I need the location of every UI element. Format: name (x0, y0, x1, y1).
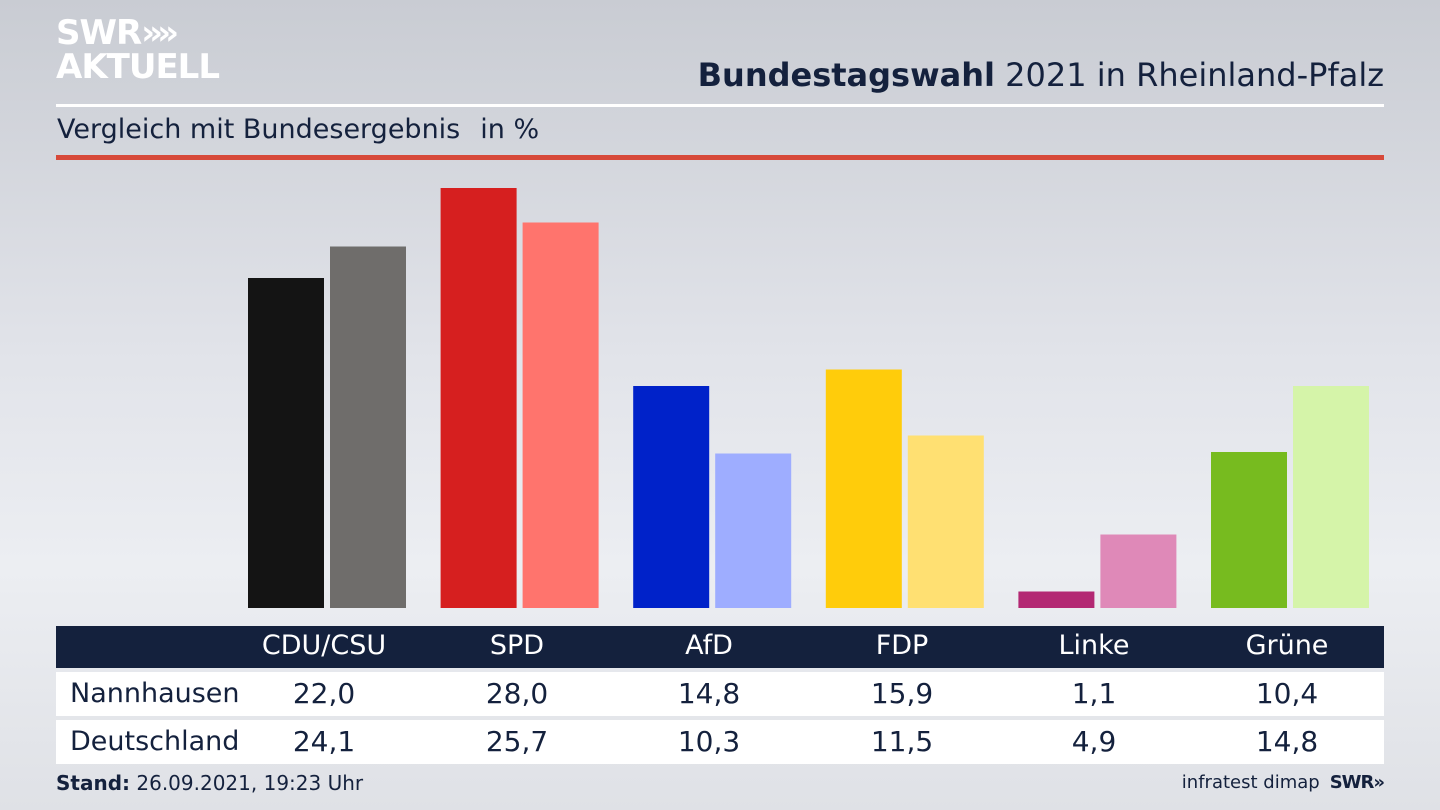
row-label: Nannhausen (70, 678, 240, 709)
swr-small-logo: SWR» (1329, 772, 1385, 793)
bar-cdu-csu-deutschland (330, 246, 406, 608)
bar-grüne-nannhausen (1211, 452, 1287, 608)
table-cell: 10,3 (677, 725, 741, 758)
results-table: CDU/CSU SPD AfD FDP Linke Grüne Nannhaus… (56, 626, 1384, 764)
table-header-cell: CDU/CSU (261, 630, 387, 661)
timestamp: Stand: 26.09.2021, 19:23 Uhr (56, 771, 363, 795)
table-header-cell: FDP (875, 630, 929, 661)
table-row: Deutschland 24,1 25,7 10,3 11,5 4,9 14,8 (56, 720, 1384, 764)
subtitle-divider (56, 155, 1384, 160)
bar-grüne-deutschland (1293, 386, 1369, 608)
table-cell: 4,9 (1071, 725, 1117, 758)
table-header-cell: AfD (685, 630, 733, 661)
table-cell: 14,8 (1255, 725, 1319, 758)
bar-afd-nannhausen (633, 386, 710, 608)
table-header-cell: SPD (489, 630, 545, 661)
table-header-cell: Grüne (1245, 630, 1329, 661)
unit-label: in % (480, 114, 540, 145)
stand-label: Stand: (56, 771, 131, 795)
bar-cdu-csu-nannhausen (248, 278, 324, 608)
table-header-row: CDU/CSU SPD AfD FDP Linke Grüne (56, 626, 1384, 668)
table-row: Nannhausen 22,0 28,0 14,8 15,9 1,1 10,4 (56, 672, 1384, 716)
logo-swr: SWR (56, 13, 142, 53)
bar-linke-deutschland (1100, 534, 1177, 608)
chart-subtitle: Vergleich mit Bundesergebnis in % (57, 114, 539, 145)
bar-fdp-deutschland (907, 435, 984, 608)
stand-value: 26.09.2021, 19:23 Uhr (130, 771, 364, 795)
chart-title-bold: Bundestagswahl (697, 56, 995, 94)
bar-spd-deutschland (522, 222, 599, 608)
table-cell: 11,5 (870, 725, 934, 758)
table-header-cell: Linke (1058, 630, 1130, 661)
chart-title-rest: 2021 in Rheinland-Pfalz (995, 56, 1384, 94)
table-cell: 1,1 (1071, 677, 1117, 710)
table-cell: 15,9 (870, 677, 934, 710)
swr-aktuell-logo: SWR»» AKTUELL (56, 13, 220, 87)
table-cell: 10,4 (1255, 677, 1319, 710)
logo-aktuell: AKTUELL (56, 47, 220, 87)
bar-linke-nannhausen (1018, 591, 1095, 608)
source-credit: infratest dimap SWR» (1181, 772, 1385, 793)
source-text: infratest dimap (1181, 772, 1320, 793)
row-label: Deutschland (70, 726, 240, 757)
table-cell: 25,7 (485, 725, 549, 758)
bar-fdp-nannhausen (825, 369, 902, 608)
chart-title: Bundestagswahl 2021 in Rheinland-Pfalz (698, 56, 1384, 94)
subtitle-text: Vergleich mit Bundesergebnis (57, 114, 461, 145)
table-cell: 28,0 (485, 677, 549, 710)
table-cell: 22,0 (292, 677, 356, 710)
title-divider (56, 104, 1384, 107)
bar-afd-deutschland (715, 453, 792, 608)
table-cell: 14,8 (677, 677, 741, 710)
bar-spd-nannhausen (440, 188, 517, 608)
table-cell: 24,1 (292, 725, 356, 758)
